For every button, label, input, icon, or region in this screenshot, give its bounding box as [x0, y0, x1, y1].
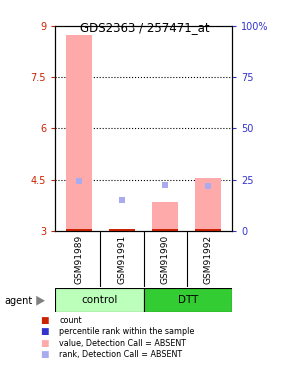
Bar: [152, 229, 178, 231]
Text: DTT: DTT: [177, 295, 198, 305]
Text: GDS2363 / 257471_at: GDS2363 / 257471_at: [80, 21, 210, 34]
Bar: [66, 35, 92, 231]
Bar: [109, 229, 135, 231]
Text: GSM91990: GSM91990: [161, 234, 170, 284]
Text: ■: ■: [41, 339, 49, 348]
Text: agent: agent: [4, 296, 32, 306]
Text: count: count: [59, 316, 82, 325]
Bar: [195, 229, 221, 231]
Text: percentile rank within the sample: percentile rank within the sample: [59, 327, 195, 336]
Bar: [55, 288, 144, 312]
Text: GSM91991: GSM91991: [117, 234, 126, 284]
Text: value, Detection Call = ABSENT: value, Detection Call = ABSENT: [59, 339, 186, 348]
Bar: [144, 288, 232, 312]
Bar: [152, 202, 178, 231]
Text: GSM91989: GSM91989: [74, 234, 83, 284]
Text: GSM91992: GSM91992: [204, 235, 213, 284]
Bar: [195, 178, 221, 231]
Bar: [66, 229, 92, 231]
Polygon shape: [36, 296, 45, 306]
Text: ■: ■: [41, 327, 49, 336]
Text: ■: ■: [41, 316, 49, 325]
Bar: [109, 229, 135, 231]
Text: control: control: [81, 295, 117, 305]
Text: ■: ■: [41, 350, 49, 359]
Text: rank, Detection Call = ABSENT: rank, Detection Call = ABSENT: [59, 350, 183, 359]
